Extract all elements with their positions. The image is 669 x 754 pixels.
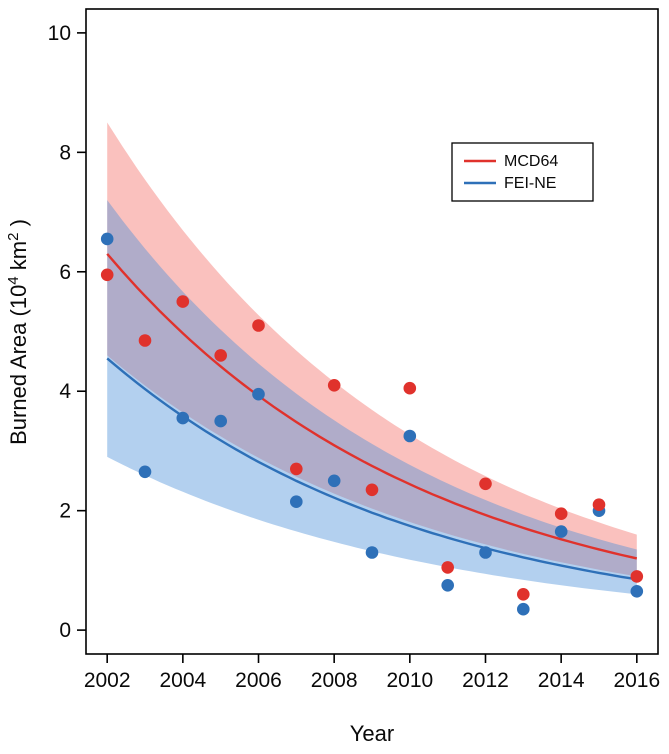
legend-box: [451, 142, 594, 202]
mcd64-data-point: [479, 477, 492, 491]
plot-border: [85, 8, 659, 655]
x-axis-tick-label: 2008: [311, 669, 358, 692]
mcd64-data-point: [592, 498, 606, 512]
mcd64-data-point: [138, 334, 152, 347]
y-axis-tick-label: 2: [59, 500, 71, 523]
mcd64-data-point: [327, 379, 341, 392]
fei-ne-data-point: [252, 387, 265, 401]
x-axis-tick-label: 2016: [613, 669, 660, 692]
fei-ne-data-point: [138, 465, 152, 479]
mcd64-data-point: [630, 570, 644, 583]
fei-ne-data-point: [441, 579, 455, 592]
fei-ne-data-point: [630, 585, 644, 598]
fei-ne-data-point: [290, 495, 303, 509]
x-axis-tick-label: 2002: [84, 669, 131, 692]
fei-ne-data-point: [100, 232, 114, 246]
legend-label-fei-ne: FEI-NE: [504, 175, 556, 192]
fei-ne-data-point: [176, 411, 190, 425]
mcd64-data-point: [403, 381, 417, 395]
mcd64-data-point: [441, 561, 455, 574]
mcd64-data-point: [176, 295, 190, 308]
mcd64-trend-line: [106, 253, 638, 560]
mcd64-data-point: [517, 588, 530, 601]
y-axis-tick-label: 10: [48, 22, 71, 45]
mcd64-data-point: [365, 483, 379, 497]
fei-ne-data-point: [214, 414, 227, 428]
x-axis-title: Year: [350, 721, 394, 746]
legend-label-mcd64: MCD64: [504, 153, 558, 170]
fei-ne-data-point: [365, 546, 379, 559]
y-axis-tick-label: 4: [59, 380, 71, 403]
y-axis-tick-label: 8: [59, 141, 71, 164]
x-axis-tick-label: 2010: [386, 669, 433, 692]
mcd64-data-point: [252, 319, 265, 332]
x-axis-tick-label: 2012: [462, 669, 509, 692]
mcd64-data-point: [290, 462, 303, 476]
fei-ne-data-point: [327, 474, 341, 488]
fei-ne-data-point: [403, 429, 417, 443]
y-axis-title: Burned Area (104 km2 ): [5, 219, 31, 445]
fei-ne-data-point: [517, 602, 530, 616]
mcd64-data-point: [100, 268, 114, 282]
mcd64-data-point: [554, 507, 568, 520]
x-axis-tick-label: 2014: [538, 669, 585, 692]
mcd64-data-point: [214, 349, 227, 362]
fei-ne-confidence-band: [107, 200, 637, 595]
y-axis-tick-label: 6: [59, 261, 71, 284]
fei-ne-data-point: [479, 546, 492, 559]
fei-ne-data-point: [554, 525, 568, 538]
fei-ne-trend-line: [106, 357, 637, 581]
x-axis-tick-label: 2004: [159, 669, 206, 692]
y-axis-tick-label: 0: [59, 619, 71, 642]
x-axis-tick-label: 2006: [235, 669, 282, 692]
